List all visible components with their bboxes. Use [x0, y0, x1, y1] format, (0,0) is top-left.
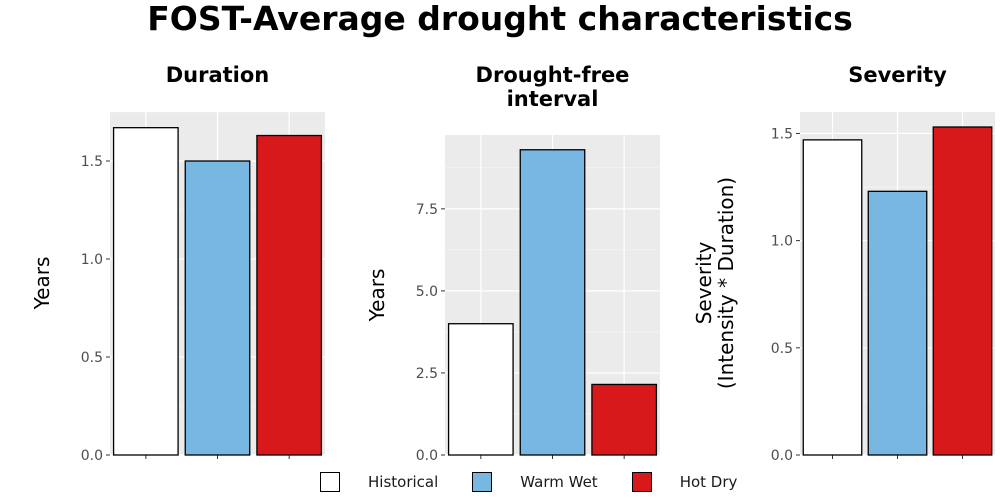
legend-label-warm-wet: Warm Wet — [520, 473, 598, 491]
y-tick-label: 1.5 — [81, 154, 103, 170]
panel-title: Severity — [848, 63, 947, 87]
bar-historical — [802, 139, 863, 456]
y-axis-label: Years — [365, 269, 389, 323]
bar-hot-dry — [932, 126, 993, 456]
y-tick-label: 7.5 — [416, 202, 438, 218]
panel-title: Drought-free interval — [476, 63, 630, 111]
y-tick-label: 0.5 — [771, 341, 793, 357]
legend-key-hot-dry — [631, 472, 652, 492]
bar-hot-dry — [256, 134, 323, 456]
panel-1: 0.0 0.5 1.0 1.5 Duration Years — [30, 63, 325, 464]
panel-title: Duration — [166, 63, 270, 87]
y-tick-label: 0.0 — [81, 448, 103, 464]
bar-historical — [112, 127, 179, 456]
y-tick-label: 0.5 — [81, 350, 103, 366]
y-tick-label: 1.0 — [81, 252, 103, 268]
y-tick-label: 1.5 — [771, 126, 793, 142]
y-tick-label: 5.0 — [416, 284, 438, 300]
bar-warm-wet — [184, 160, 251, 456]
y-axis-label: Years — [30, 257, 54, 311]
bar-warm-wet — [519, 149, 586, 456]
y-tick-label: 0.0 — [771, 448, 793, 464]
legend-item-historical: Historical — [320, 472, 438, 492]
charts-canvas: 0.0 0.5 1.0 1.5 Duration Years 0.0 2.5 5.0 7.5 Dro… — [30, 63, 995, 464]
legend: Historical Warm Wet Hot Dry — [320, 470, 771, 494]
y-axis-label: Severity(Intensity * Duration) — [692, 177, 738, 389]
panel-2: 0.0 2.5 5.0 7.5 Drought-free interval Years — [365, 63, 660, 464]
legend-label-historical: Historical — [368, 473, 439, 491]
legend-key-historical — [320, 472, 340, 492]
panel-3: 0.0 0.5 1.0 1.5 Severity Severity(Intensity *… — [692, 63, 995, 464]
main-title: FOST-Average drought characteristics — [147, 0, 853, 38]
y-tick-label: 1.0 — [771, 234, 793, 250]
legend-item-hot-dry: Hot Dry — [631, 472, 738, 492]
legend-key-warm-wet — [472, 472, 493, 492]
y-tick-label: 0.0 — [416, 448, 438, 464]
bar-historical — [447, 323, 514, 456]
legend-label-hot-dry: Hot Dry — [679, 473, 738, 491]
bar-warm-wet — [867, 190, 928, 456]
legend-item-warm-wet: Warm Wet — [472, 472, 598, 492]
bar-hot-dry — [591, 383, 658, 456]
y-tick-label: 2.5 — [416, 366, 438, 382]
